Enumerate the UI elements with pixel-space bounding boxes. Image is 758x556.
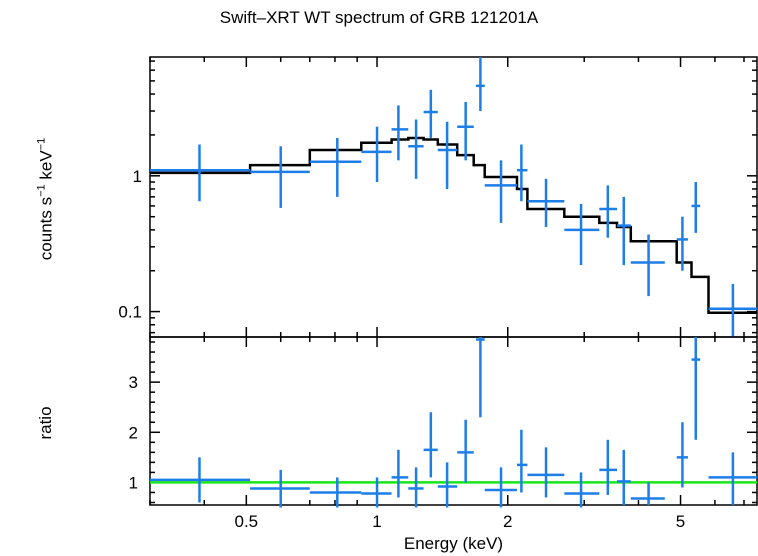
spectrum-data-point [391,105,409,161]
spectrum-data-point [484,160,517,223]
ratio-data-point [423,412,438,478]
ratio-data-point [361,477,392,508]
ratio-data-point [527,447,565,498]
spectrum-data-point [309,137,362,197]
y-tick-label: 1 [133,167,142,186]
spectrum-data-point [708,283,757,337]
y-tick-label: 1 [129,473,138,492]
ratio-data-point [516,429,528,493]
ratio-data-point [708,452,757,505]
spectrum-data-point [475,57,485,112]
ratio-data-point [250,469,310,508]
spectrum-data-point [361,126,392,183]
x-tick-label: 5 [676,512,685,531]
spectrum-data-point [516,144,528,202]
ratio-data-point [475,337,485,418]
y-axis-label-unit-exponent: −1 [35,137,48,151]
ratio-data-point [630,482,665,505]
y-axis-label-unit: keV [36,150,56,185]
ratio-data-point [391,449,409,498]
y-axis-label-exponent: −1 [35,184,48,197]
spectrum-data-point [437,121,458,189]
y-axis-label-ratio: ratio [36,406,55,440]
y-axis-label-text: counts s [36,196,56,261]
ratio-data-point [676,422,688,488]
spectrum-data-point [250,146,310,208]
ratio-panel: 1 2 3 0.5 1 2 5 [129,336,758,531]
model-step-line [150,136,757,315]
ratio-data-point [408,467,424,508]
spectrum-data-point [423,89,438,138]
y-tick-label: 0.1 [118,303,142,322]
y-tick-label: 3 [129,373,138,392]
spectrum-data-point [527,178,565,227]
x-axis-label: Energy (keV) [403,534,504,553]
y-axis-label-spectrum: counts s−1 keV−1 [36,138,57,260]
x-tick-label: 0.5 [235,512,259,531]
spectrum-data-point [599,185,618,238]
ratio-data-point [309,477,362,508]
spectrum-data-point [408,119,424,179]
y-tick-label: 2 [129,423,138,442]
spectrum-data-point [691,182,701,233]
ratio-data-point [564,472,600,508]
spectrum-data-point [617,196,631,266]
ratio-data-point [484,467,517,508]
chart-title: Swift–XRT WT spectrum of GRB 121201A [219,8,539,27]
ratio-data-point [691,337,701,440]
x-tick-label: 2 [503,512,512,531]
spectrum-panel: 0.11 [118,56,758,338]
ratio-frame [149,336,758,506]
ratio-data-point [599,439,618,495]
ratio-data-point [150,457,251,503]
spectrum-data-point [676,216,688,271]
spectrum-data-point [630,234,665,297]
x-tick-label: 1 [372,512,381,531]
spectrum-data-point [457,101,474,161]
spectrum-frame [149,56,758,338]
ratio-data-point [617,449,631,505]
spectrum-data-point [150,144,251,202]
spectrum-data-point [564,204,600,266]
ratio-data-point [457,419,474,483]
ratio-data-point [437,462,458,508]
